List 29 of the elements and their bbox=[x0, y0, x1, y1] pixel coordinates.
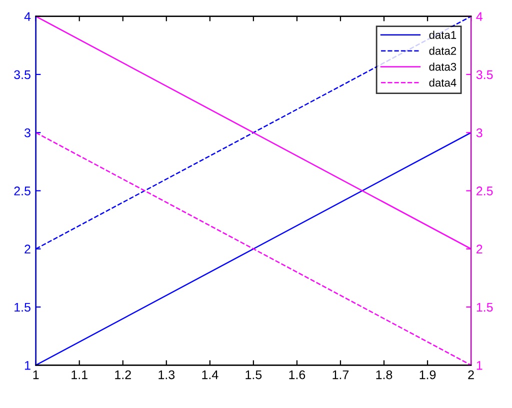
y2-tick-label: 1 bbox=[476, 361, 482, 370]
legend-label: data3 bbox=[429, 62, 456, 71]
y2-tick-label: 2.5 bbox=[476, 186, 493, 196]
x-tick-label: 1.5 bbox=[246, 370, 262, 380]
x-tick-label: 1.8 bbox=[376, 370, 392, 380]
x-tick-label: 1.7 bbox=[332, 370, 349, 380]
y-tick-label: 1.5 bbox=[14, 302, 30, 312]
y2-tick-label: 1.5 bbox=[476, 302, 493, 312]
y-tick-label: 4 bbox=[24, 12, 31, 21]
legend-label: data1 bbox=[429, 30, 456, 39]
x-tick-label: 1.4 bbox=[202, 370, 218, 380]
y-tick-label: 3 bbox=[24, 128, 30, 138]
legend-label: data2 bbox=[429, 46, 456, 55]
y-tick-label: 3.5 bbox=[14, 70, 30, 80]
x-tick-label: 1.2 bbox=[115, 370, 131, 380]
y2-tick-label: 3.5 bbox=[476, 70, 493, 80]
x-tick-label: 1 bbox=[33, 370, 39, 380]
y-tick-label: 2.5 bbox=[14, 186, 30, 196]
y2-tick-label: 2 bbox=[476, 244, 482, 254]
y-tick-label: 1 bbox=[24, 361, 30, 370]
legend-label: data4 bbox=[429, 78, 456, 87]
x-tick-label: 1.6 bbox=[289, 370, 306, 380]
y-tick-label: 2 bbox=[24, 244, 30, 254]
y2-tick-label: 4 bbox=[476, 12, 482, 21]
x-tick-label: 2 bbox=[468, 370, 474, 380]
x-tick-label: 1.1 bbox=[72, 370, 88, 380]
y2-tick-label: 3 bbox=[476, 128, 482, 138]
x-tick-label: 1.9 bbox=[420, 370, 436, 380]
x-tick-label: 1.3 bbox=[158, 370, 175, 380]
